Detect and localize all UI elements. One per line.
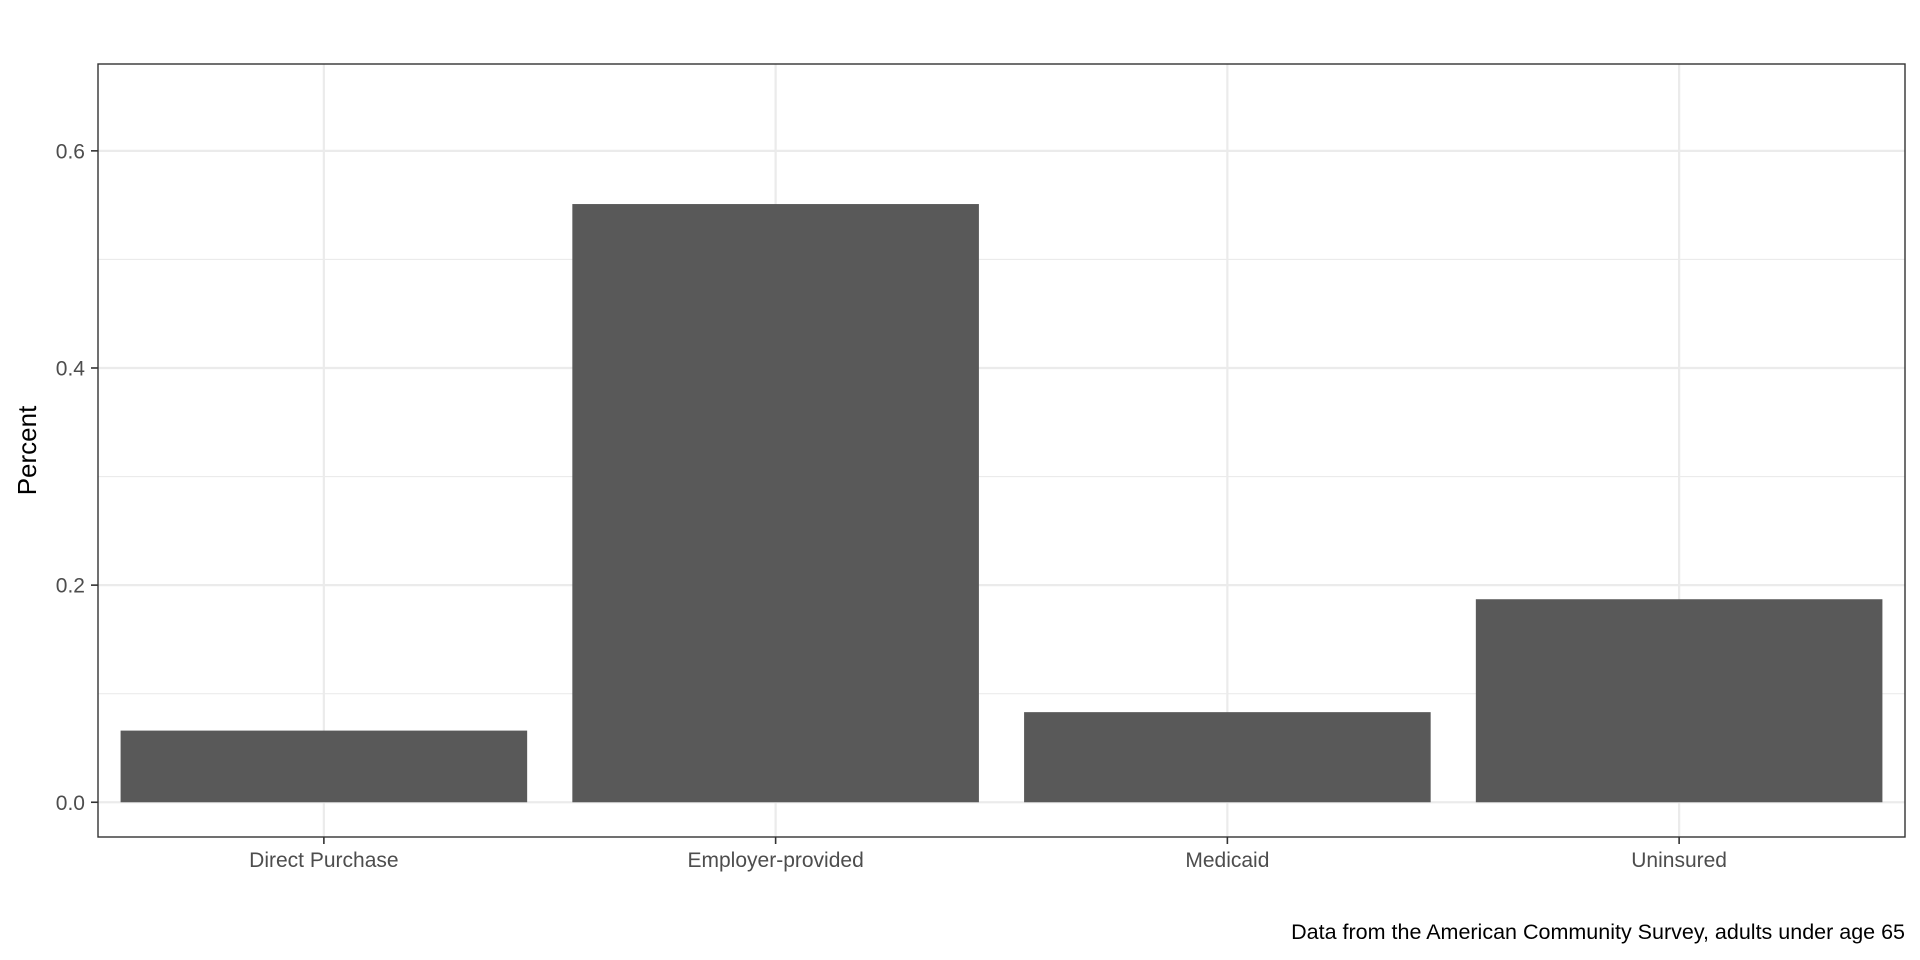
y-tick-label: 0.0 [56,792,85,815]
x-tick-label: Direct Purchase [249,849,398,872]
y-tick-label: 0.6 [56,140,85,163]
bar [572,204,979,803]
bar [120,730,528,803]
y-axis-title: Percent [12,405,42,495]
bars [120,204,1883,803]
y-tick-label: 0.2 [56,575,85,598]
panel-border [97,63,1906,838]
bar [1475,599,1883,803]
bar [1024,712,1431,803]
x-tick-label: Uninsured [1631,849,1727,872]
x-axis: Direct Purchase Employer-provided Medicaid… [249,837,1727,872]
y-tick-label: 0.4 [56,357,86,380]
x-tick-label: Medicaid [1185,849,1269,872]
x-tick-label: Employer-provided [688,849,864,872]
chart-caption: Data from the American Community Survey,… [1291,920,1905,944]
y-axis: 0.0 0.2 0.4 0.6 [56,140,98,815]
